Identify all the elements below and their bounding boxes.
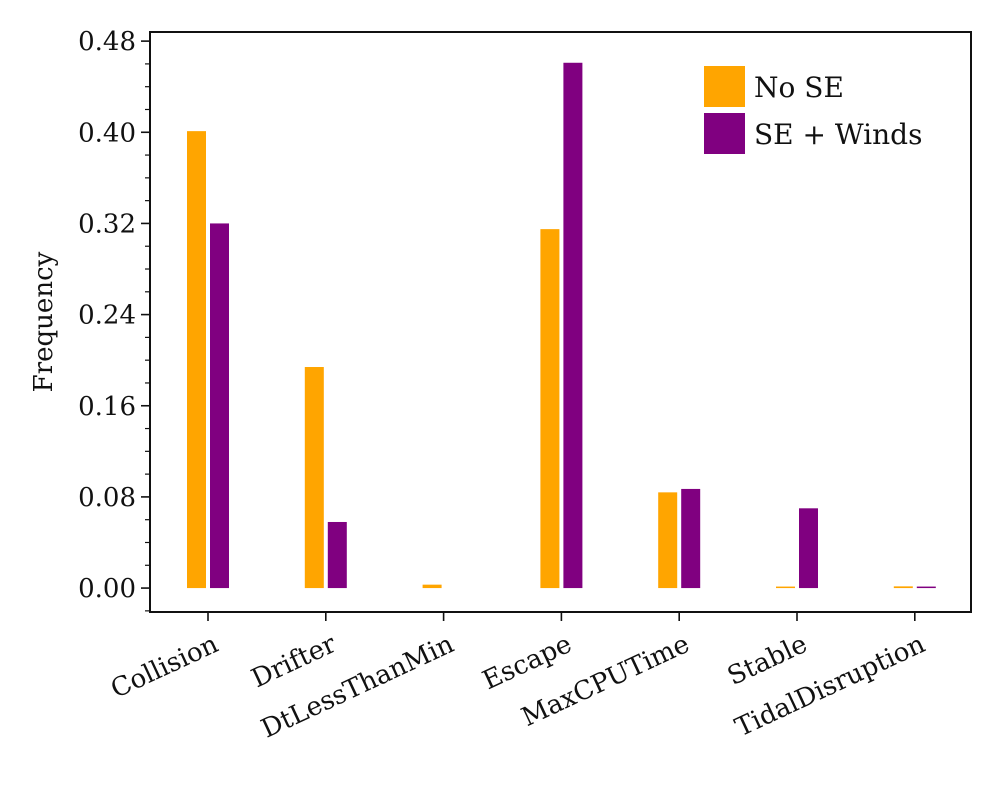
x-tick-label: Stable xyxy=(723,629,812,692)
plot-frame xyxy=(149,31,972,613)
bar-no-se xyxy=(540,229,560,589)
y-tick-label: 0.16 xyxy=(78,392,136,422)
bar-se-winds xyxy=(916,586,936,589)
bar-se-winds xyxy=(681,488,701,589)
bar-se-winds xyxy=(563,62,583,589)
legend-label: No SE xyxy=(754,71,844,104)
bar-se-winds xyxy=(210,223,229,589)
legend: No SE SE + Winds xyxy=(704,66,922,154)
bar-no-se xyxy=(422,584,442,589)
y-tick-label: 0.40 xyxy=(78,118,136,148)
x-tick-label: Collision xyxy=(106,629,223,705)
bar-se-winds xyxy=(799,508,818,589)
bar-no-se xyxy=(658,492,678,589)
legend-swatch-no-se xyxy=(704,66,745,107)
y-tick-label: 0.48 xyxy=(78,27,136,57)
y-tick-label: 0.32 xyxy=(78,209,136,239)
bar-no-se xyxy=(304,367,324,589)
x-tick-label: DtLessThanMin xyxy=(257,629,459,744)
y-tick-label: 0.00 xyxy=(78,574,136,604)
y-axis-label: Frequency xyxy=(29,251,59,392)
bars-group xyxy=(187,62,936,589)
bar-no-se xyxy=(776,586,795,589)
bar-no-se xyxy=(187,131,206,589)
y-tick-label: 0.24 xyxy=(78,301,136,331)
legend-label: SE + Winds xyxy=(754,118,922,151)
legend-swatch-se-winds xyxy=(704,113,745,154)
y-tick-label: 0.08 xyxy=(78,483,136,513)
bar-se-winds xyxy=(327,521,347,589)
y-axis: 0.00 0.08 0.16 0.24 0.32 0.40 0.48 xyxy=(78,27,150,612)
bar-no-se xyxy=(893,586,913,589)
